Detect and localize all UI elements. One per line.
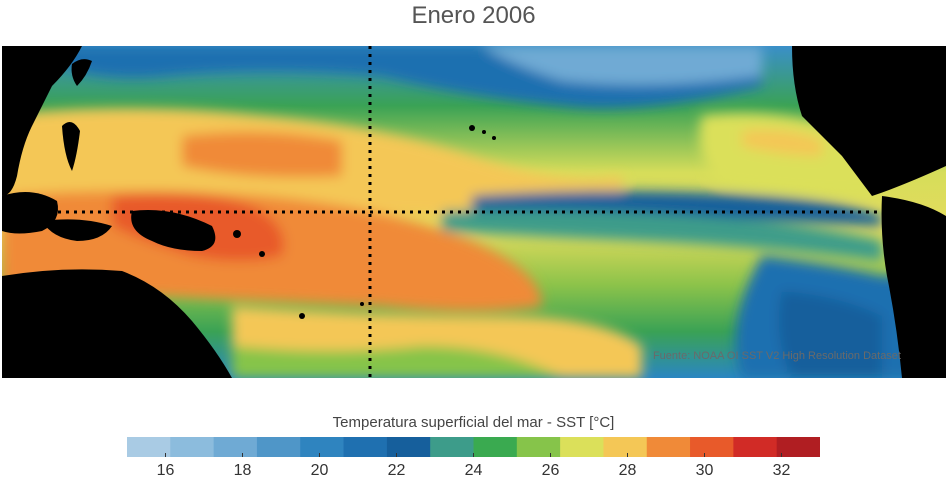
colorbar-label: Temperatura superficial del mar - SST [°… bbox=[332, 414, 615, 431]
colorbar-segment bbox=[300, 437, 345, 457]
colorbar-tick-label: 20 bbox=[310, 462, 329, 479]
colorbar-segment bbox=[343, 437, 388, 457]
colorbar-segment bbox=[646, 437, 691, 457]
colorbar-segment bbox=[256, 437, 301, 457]
colorbar-segment bbox=[127, 437, 171, 457]
colorbar-tick-label: 24 bbox=[464, 462, 483, 479]
colorbar-tick-label: 16 bbox=[156, 462, 175, 479]
colorbar-tick-label: 22 bbox=[387, 462, 406, 479]
colorbar-tick-label: 18 bbox=[233, 462, 252, 479]
colorbar-tick-label: 28 bbox=[618, 462, 637, 479]
data-source-credit: Fuente: NOAA OI SST V2 High Resolution D… bbox=[652, 350, 901, 362]
colorbar-segment bbox=[603, 437, 648, 457]
colorbar-segment bbox=[690, 437, 734, 457]
chart-title: Enero 2006 bbox=[411, 2, 536, 29]
sst-map bbox=[2, 46, 946, 378]
colorbar-segment bbox=[516, 437, 561, 457]
colorbar-segment bbox=[430, 437, 474, 457]
colorbar-segment bbox=[776, 437, 820, 457]
land-masses bbox=[2, 46, 946, 378]
colorbar-segment bbox=[733, 437, 778, 457]
colorbar-segment bbox=[473, 437, 518, 457]
colorbar-segment bbox=[386, 437, 431, 457]
colorbar-tick-label: 32 bbox=[772, 462, 791, 479]
colorbar-tick-label: 30 bbox=[695, 462, 714, 479]
colorbar bbox=[127, 437, 820, 457]
colorbar-segment bbox=[560, 437, 604, 457]
colorbar-segment bbox=[170, 437, 215, 457]
colorbar-tick-label: 26 bbox=[541, 462, 560, 479]
colorbar-segment bbox=[213, 437, 258, 457]
